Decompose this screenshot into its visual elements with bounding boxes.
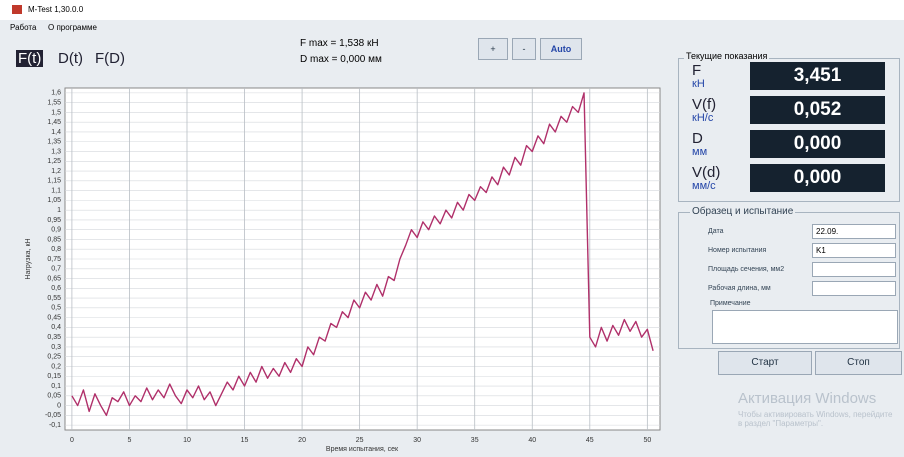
y-tick-label: 1,2 (51, 168, 61, 175)
y-tick-label: 1,3 (51, 148, 61, 155)
y-tick-label: 1,55 (47, 100, 61, 107)
y-tick-label: 1,4 (51, 129, 61, 136)
x-tick-label: 5 (127, 437, 131, 444)
stop-button[interactable]: Стоп (815, 351, 902, 375)
x-tick-label: 30 (413, 437, 421, 444)
reading-unit: кН/с (692, 112, 713, 124)
x-tick-label: 25 (356, 437, 364, 444)
field-input[interactable] (812, 281, 896, 296)
start-button[interactable]: Старт (718, 351, 812, 375)
y-tick-label: 1,15 (47, 178, 61, 185)
x-tick-label: 10 (183, 437, 191, 444)
x-tick-label: 50 (643, 437, 651, 444)
y-tick-label: 0,55 (47, 295, 61, 302)
app-window: M-Test 1,30.0.0 Работа О программе F(t) … (0, 0, 904, 457)
reading-unit: кН (692, 78, 705, 90)
field-label: Рабочая длина, мм (708, 285, 771, 292)
y-tick-label: 1,25 (47, 158, 61, 165)
y-tick-label: 0,15 (47, 373, 61, 380)
group-title: Образец и испытание (690, 206, 795, 217)
field-label: Примечание (710, 300, 751, 307)
reading-label: V(f) (692, 96, 716, 113)
y-tick-label: 0,8 (51, 246, 61, 253)
window-title: M-Test 1,30.0.0 (28, 5, 83, 14)
reading-unit: мм (692, 146, 707, 158)
y-tick-label: 1,6 (51, 90, 61, 97)
field-input[interactable]: 22.09. (812, 224, 896, 239)
field-input[interactable] (812, 262, 896, 277)
field-label: Номер испытания (708, 247, 766, 254)
reading-value: 0,000 (750, 164, 885, 192)
y-tick-label: 0,95 (47, 217, 61, 224)
y-tick-label: 0,1 (51, 383, 61, 390)
y-tick-label: 0,05 (47, 393, 61, 400)
y-tick-label: 1 (57, 207, 61, 214)
y-tick-label: 0,65 (47, 275, 61, 282)
x-tick-label: 0 (70, 437, 74, 444)
y-tick-label: -0,1 (49, 422, 61, 429)
x-tick-label: 20 (298, 437, 306, 444)
f-max: F max = 1,538 кН (300, 38, 379, 49)
x-tick-label: 15 (241, 437, 249, 444)
y-tick-label: 0,25 (47, 354, 61, 361)
y-tick-label: 0,4 (51, 324, 61, 331)
reading-value: 0,052 (750, 96, 885, 124)
y-tick-label: 0,75 (47, 256, 61, 263)
x-tick-label: 40 (528, 437, 536, 444)
y-tick-label: 1,35 (47, 139, 61, 146)
y-tick-label: 0,7 (51, 266, 61, 273)
group-title: Текущие показания (684, 51, 769, 61)
tab[interactable]: F(D) (95, 50, 125, 67)
app-icon (12, 5, 22, 14)
y-tick-label: 1,45 (47, 119, 61, 126)
reading-label: D (692, 130, 703, 147)
y-tick-label: 1,5 (51, 109, 61, 116)
y-tick-label: 1,05 (47, 197, 61, 204)
zoom-in-button[interactable]: + (478, 38, 508, 60)
field-label: Площадь сечения, мм2 (708, 266, 784, 273)
reading-value: 3,451 (750, 62, 885, 90)
y-tick-label: -0,05 (45, 412, 61, 419)
watermark-text: Чтобы активировать Windows, перейдите в … (738, 410, 898, 428)
y-tick-label: 0,5 (51, 305, 61, 312)
y-tick-label: 0,2 (51, 363, 61, 370)
y-tick-label: 0 (57, 402, 61, 409)
y-tick-label: 0,3 (51, 344, 61, 351)
d-max: D max = 0,000 мм (300, 54, 382, 65)
title-bar (0, 0, 904, 20)
reading-label: F (692, 62, 701, 79)
menu-item[interactable]: Работа (10, 23, 36, 32)
field-input[interactable]: K1 (812, 243, 896, 258)
reading-value: 0,000 (750, 130, 885, 158)
x-tick-label: 45 (586, 437, 594, 444)
y-tick-label: 0,85 (47, 236, 61, 243)
x-axis-label: Время испытания, сек (326, 446, 399, 453)
tab[interactable]: F(t) (16, 50, 43, 67)
field-label: Дата (708, 228, 724, 235)
y-tick-label: 0,35 (47, 334, 61, 341)
note-input[interactable] (712, 310, 898, 344)
y-axis-label: Нагрузка, кН (25, 238, 32, 279)
reading-label: V(d) (692, 164, 720, 181)
y-tick-label: 0,9 (51, 227, 61, 234)
tab[interactable]: D(t) (58, 50, 83, 67)
y-tick-label: 0,6 (51, 285, 61, 292)
y-tick-label: 0,45 (47, 314, 61, 321)
menu-item[interactable]: О программе (48, 23, 97, 32)
reading-unit: мм/с (692, 180, 716, 192)
zoom-out-button[interactable]: - (512, 38, 536, 60)
x-tick-label: 35 (471, 437, 479, 444)
auto-button[interactable]: Auto (540, 38, 582, 60)
y-tick-label: 1,1 (51, 187, 61, 194)
chart: Нагрузка, кН Время испытания, сек -0,1 -0… (10, 80, 670, 455)
watermark-title: Активация Windows (738, 390, 876, 407)
